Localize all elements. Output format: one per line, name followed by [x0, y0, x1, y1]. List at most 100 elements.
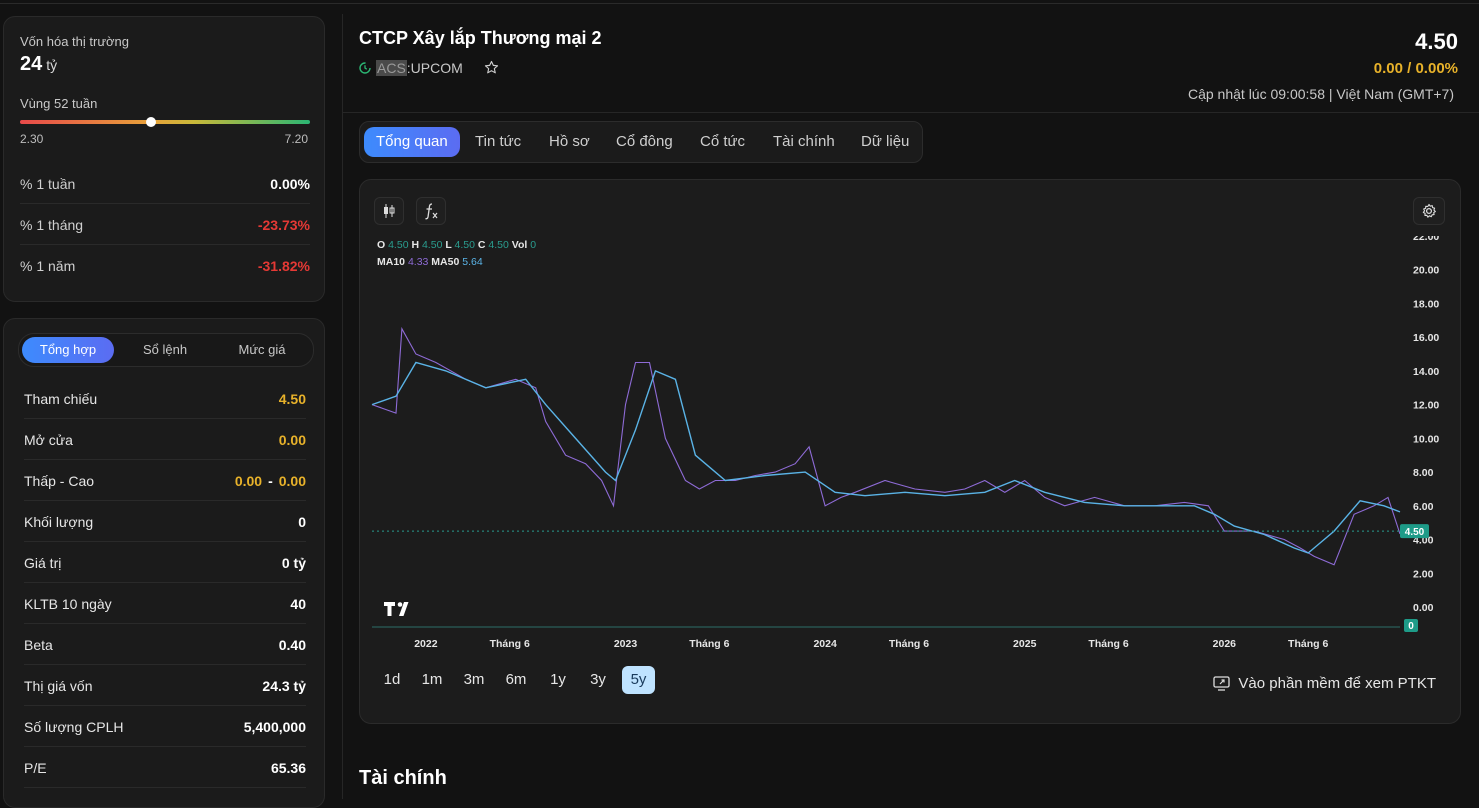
row-value: 0.00-0.00 — [235, 473, 306, 489]
tab-tin-tuc[interactable]: Tin tức — [475, 133, 522, 150]
y-tick-label: 10.00 — [1413, 433, 1439, 445]
y-tick-label: 12.00 — [1413, 400, 1439, 412]
perf-label: % 1 tuần — [20, 176, 76, 192]
tab-tong-quan[interactable]: Tổng quan — [364, 127, 460, 157]
row-label: P/E — [24, 760, 47, 776]
week52-low: 2.30 — [20, 132, 44, 146]
row-label: Tham chiếu — [24, 391, 98, 407]
current-price: 4.50 — [1415, 29, 1458, 54]
y-tick-label: 14.00 — [1413, 366, 1439, 378]
ma10-value: 4.33 — [407, 256, 429, 268]
chart-settings-button[interactable] — [1413, 197, 1445, 225]
series-line-ma50 — [371, 361, 1401, 554]
market-cap-unit: tỷ — [46, 57, 58, 73]
row-value: 65.36 — [270, 760, 306, 776]
row-value: 0.00 — [278, 432, 306, 448]
x-tick-label: Tháng 6 — [1088, 638, 1128, 650]
x-tick-label: 2022 — [414, 638, 438, 650]
row-value: 24.3 tỷ — [262, 678, 306, 694]
market-cap-label: Vốn hóa thị trường — [20, 34, 130, 49]
row-value: 5,400,000 — [243, 719, 306, 735]
perf-label: % 1 tháng — [20, 217, 84, 233]
low-label: L — [445, 239, 452, 251]
row-value: 0 tỷ — [281, 555, 306, 571]
vol-label: Vol — [511, 239, 528, 251]
chart-card: O 4.50 H 4.50 L 4.50 C 4.50 Vol 0 MA10 4… — [359, 179, 1461, 724]
tradingview-logo-icon — [384, 602, 409, 616]
trading-segmented-control: Tổng hợp Sổ lệnh Mức giá — [18, 333, 314, 367]
perf-value: -23.73% — [257, 217, 310, 233]
week52-range-bar — [20, 117, 310, 127]
perf-value: -31.82% — [257, 258, 310, 274]
main-tabs: Tổng quan Tin tức Hồ sơ Cổ đông Cổ tức T… — [359, 121, 923, 163]
row-mo-cua: Mở cửa 0.00 — [24, 419, 306, 460]
perf-label: % 1 năm — [20, 258, 76, 274]
gear-icon — [1422, 203, 1436, 218]
row-thap-cao: Thấp - Cao 0.00-0.00 — [24, 460, 306, 501]
external-screen-icon — [1213, 676, 1231, 691]
star-icon[interactable] — [483, 59, 500, 76]
indicators-button[interactable] — [416, 197, 446, 225]
ohlc-legend: O 4.50 H 4.50 L 4.50 C 4.50 Vol 0 — [377, 239, 536, 251]
open-ptkt-link[interactable]: Vào phần mềm để xem PTKT — [1213, 675, 1436, 692]
close-value: 4.50 — [488, 239, 509, 251]
exchange-name: :UPCOM — [406, 59, 463, 76]
row-thi-gia-von: Thị giá vốn 24.3 tỷ — [24, 665, 306, 706]
update-time: Cập nhật lúc 09:00:58 | Việt Nam (GMT+7) — [1187, 86, 1454, 102]
tab-tai-chinh[interactable]: Tài chính — [773, 133, 835, 150]
y-tick-label: 8.00 — [1413, 467, 1434, 479]
candlestick-button[interactable] — [374, 197, 404, 225]
row-value: 40 — [290, 596, 306, 612]
row-label: Thị giá vốn — [24, 678, 93, 694]
candlestick-icon — [384, 204, 395, 218]
tab-so-lenh[interactable]: Sổ lệnh — [142, 342, 188, 357]
row-beta: Beta 0.40 — [24, 624, 306, 665]
low-value: 4.50 — [454, 239, 475, 251]
ticker-symbol: ACS — [376, 59, 407, 76]
price-change: 0.00 / 0.00% — [1373, 60, 1458, 77]
tab-co-tuc[interactable]: Cổ tức — [700, 133, 746, 150]
week52-label: Vùng 52 tuần — [20, 96, 98, 111]
price-chart[interactable]: 22.00 20.00 18.00 16.00 14.00 12.00 10.00 8.00 6… — [360, 236, 1460, 656]
high-label: H — [411, 239, 420, 251]
ma10-label: MA10 — [377, 256, 406, 268]
function-icon — [425, 203, 438, 220]
range-1y-button[interactable]: 1y — [550, 671, 566, 688]
row-gia-tri: Giá trị 0 tỷ — [24, 542, 306, 583]
y-tick-label: 18.00 — [1413, 298, 1439, 310]
range-1m-button[interactable]: 1m — [421, 671, 443, 688]
x-tick-label: Tháng 6 — [1288, 638, 1328, 650]
range-dash: - — [268, 473, 273, 489]
range-3m-button[interactable]: 3m — [463, 671, 485, 688]
tab-muc-gia[interactable]: Mức giá — [238, 342, 286, 357]
y-tick-label: 0.00 — [1413, 602, 1434, 614]
range-5y-button[interactable]: 5y — [622, 666, 655, 694]
section-title-tai-chinh: Tài chính — [359, 767, 447, 789]
y-tick-label: 20.00 — [1413, 265, 1439, 277]
last-price-label: 4.50 — [1405, 527, 1425, 538]
x-tick-label: Tháng 6 — [889, 638, 929, 650]
row-tham-chieu: Tham chiếu 4.50 — [24, 378, 306, 419]
ticker-line: ACS :UPCOM — [359, 59, 500, 76]
range-6m-button[interactable]: 6m — [505, 671, 527, 688]
ma50-value: 5.64 — [462, 256, 483, 268]
trading-card: Tổng hợp Sổ lệnh Mức giá Tham chiếu 4.50… — [3, 318, 325, 808]
row-pe: P/E 65.36 — [24, 747, 306, 788]
perf-row-1-week: % 1 tuần 0.00% — [20, 164, 310, 204]
x-tick-label: 2023 — [614, 638, 638, 650]
x-tick-label: Tháng 6 — [490, 638, 530, 650]
tab-tong-hop[interactable]: Tổng hợp — [22, 337, 114, 363]
row-label: Thấp - Cao — [24, 473, 95, 489]
row-value: 4.50 — [278, 391, 306, 407]
range-3y-button[interactable]: 3y — [590, 671, 606, 688]
last-price-tag — [1400, 524, 1429, 539]
tab-co-dong[interactable]: Cổ đông — [616, 133, 673, 150]
row-khoi-luong: Khối lượng 0 — [24, 501, 306, 542]
range-1d-button[interactable]: 1d — [383, 671, 401, 688]
row-so-luong-cplh: Số lượng CPLH 5,400,000 — [24, 706, 306, 747]
tab-ho-so[interactable]: Hồ sơ — [549, 133, 590, 150]
perf-row-1-month: % 1 tháng -23.73% — [20, 205, 310, 245]
tab-du-lieu[interactable]: Dữ liệu — [861, 133, 910, 150]
row-kltb-10-ngay: KLTB 10 ngày 40 — [24, 583, 306, 624]
x-tick-label: 2024 — [813, 638, 837, 650]
